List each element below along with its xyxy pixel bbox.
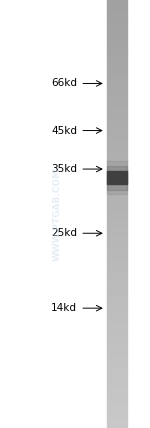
Bar [107,385,127,390]
Bar [107,412,127,417]
Bar [107,321,127,327]
Bar [107,417,127,423]
Bar [107,300,127,305]
Bar [107,171,127,176]
Text: 25kd: 25kd [51,228,77,238]
Bar [107,326,127,332]
Bar [107,182,127,187]
Bar [107,193,127,198]
Bar [107,332,127,337]
Bar [107,27,127,32]
Bar [107,401,127,407]
Bar [107,235,127,241]
Bar [107,342,127,348]
Bar [107,43,127,48]
Bar [107,316,127,321]
Bar [107,396,127,401]
Bar [107,118,127,123]
Bar [107,38,127,43]
Bar [107,75,127,80]
Bar [107,246,127,252]
Bar [107,155,127,160]
Text: 66kd: 66kd [51,78,77,89]
Bar [107,96,127,102]
Bar [107,48,127,54]
Bar [107,374,127,380]
Bar [107,161,127,194]
Bar [107,160,127,166]
Text: 45kd: 45kd [51,125,77,136]
Bar [107,252,127,257]
Bar [107,102,127,107]
Bar [107,145,127,150]
Text: 35kd: 35kd [51,164,77,174]
Bar [107,390,127,396]
Bar [107,220,127,225]
Bar [107,359,127,364]
Bar [107,380,127,385]
Bar [107,268,127,273]
Bar [107,166,127,190]
Bar [107,59,127,64]
Bar [107,310,127,316]
Bar [107,128,127,134]
Bar [107,54,127,59]
Bar [107,407,127,412]
Bar [107,337,127,342]
Bar [107,0,127,5]
Bar [107,225,127,230]
Bar [107,353,127,359]
Bar [107,257,127,262]
Bar [107,364,127,369]
Bar [107,107,127,112]
Bar [107,209,127,214]
Bar [107,198,127,203]
Bar [107,123,127,128]
Bar [107,91,127,96]
Bar [107,139,127,145]
Bar [107,262,127,268]
Bar [107,241,127,246]
Bar [107,86,127,91]
Bar [107,11,127,16]
Bar [107,230,127,235]
Text: WWW.PTGAB.COM: WWW.PTGAB.COM [52,167,62,261]
Bar [107,294,127,300]
Bar [107,273,127,278]
Bar [107,32,127,38]
Bar [107,134,127,139]
Bar [107,284,127,289]
Bar [107,64,127,70]
Text: 14kd: 14kd [51,303,77,313]
Bar [107,113,127,118]
Bar [107,171,127,184]
Bar [107,278,127,283]
Bar [107,348,127,353]
Bar [107,369,127,374]
Bar [107,21,127,27]
Bar [107,6,127,11]
Bar [107,70,127,75]
Bar [107,80,127,86]
Bar [107,423,127,428]
Bar [107,16,127,21]
Bar [107,177,127,182]
Bar [107,166,127,171]
Bar [107,150,127,155]
Bar [107,214,127,219]
Bar [107,187,127,193]
Bar [107,305,127,310]
Bar [107,203,127,209]
Bar [107,289,127,294]
